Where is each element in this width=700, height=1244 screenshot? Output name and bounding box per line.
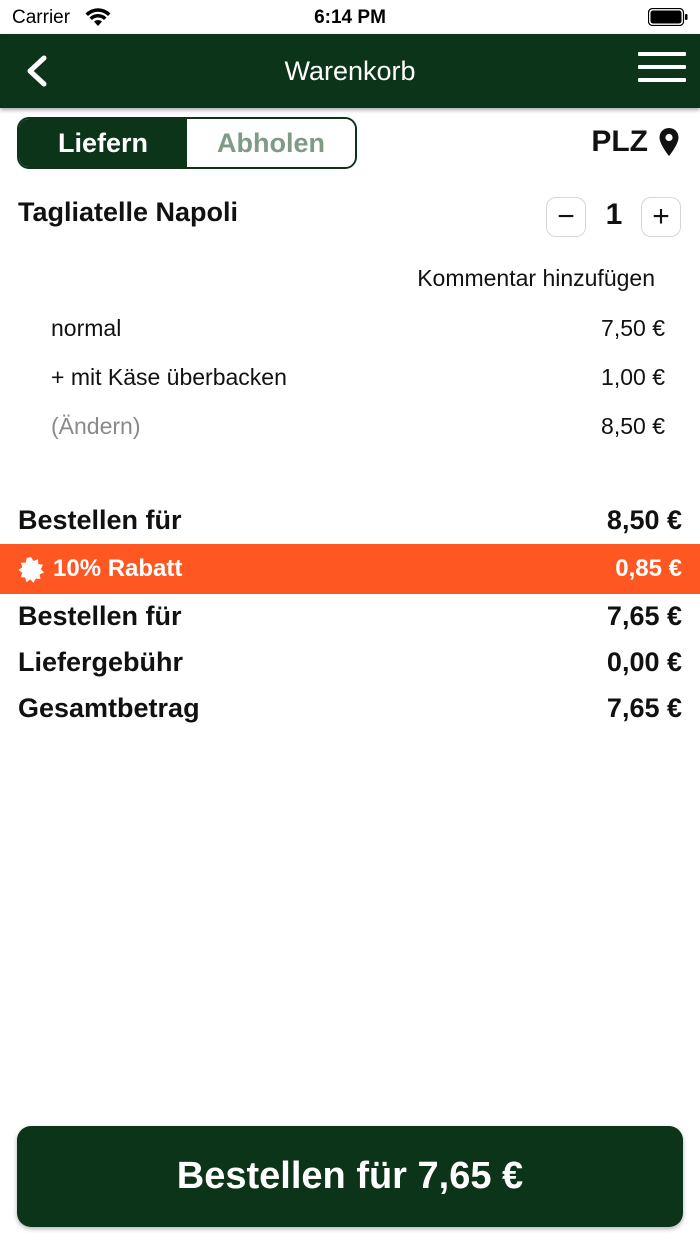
after-discount-row: Bestellen für 7,65 € [18, 596, 682, 636]
subtotal-row: Bestellen für 8,50 € [18, 500, 682, 540]
clock: 6:14 PM [314, 7, 386, 28]
after-discount-label: Bestellen für [18, 600, 182, 631]
option-row: normal 7,50 € [51, 315, 665, 345]
total-label: Gesamtbetrag [18, 692, 200, 723]
hamburger-menu-icon[interactable] [638, 52, 686, 90]
delivery-fee-label: Liefergebühr [18, 646, 184, 677]
discount-banner: 10% Rabatt 0,85 € [0, 544, 700, 594]
delivery-fee-row: Liefergebühr 0,00 € [18, 642, 682, 682]
option-label: + mit Käse überbacken [51, 364, 287, 390]
tab-deliver[interactable]: Liefern [19, 119, 187, 167]
location-pin-icon [659, 128, 679, 156]
carrier-label: Carrier [12, 7, 71, 28]
delivery-mode-toggle: Liefern Abholen [17, 117, 357, 169]
discount-badge-icon [18, 557, 44, 583]
item-name: Tagliatelle Napoli [18, 197, 239, 227]
total-value: 7,65 € [606, 692, 682, 723]
page-title: Warenkorb [284, 56, 416, 86]
option-row: + mit Käse überbacken 1,00 € [51, 364, 665, 394]
item-total-row: (Ändern) 8,50 € [51, 413, 665, 443]
add-comment-link[interactable]: Kommentar hinzufügen [417, 265, 655, 291]
wifi-icon [85, 8, 111, 26]
delivery-fee-value: 0,00 € [606, 646, 682, 677]
subtotal-value: 8,50 € [606, 504, 682, 535]
after-discount-value: 7,65 € [606, 600, 682, 631]
plz-label: PLZ [591, 125, 648, 158]
back-chevron-icon[interactable] [20, 52, 56, 90]
checkout-button[interactable]: Bestellen für 7,65 € [17, 1126, 683, 1227]
tab-pickup[interactable]: Abholen [187, 119, 355, 167]
postal-code-button[interactable]: PLZ [591, 122, 680, 162]
option-price: 1,00 € [601, 364, 665, 390]
total-row: Gesamtbetrag 7,65 € [18, 688, 682, 728]
increase-quantity-button[interactable]: + [641, 197, 681, 237]
item-total-price: 8,50 € [601, 413, 665, 439]
nav-bar: Warenkorb [0, 34, 700, 108]
option-label: normal [51, 315, 122, 341]
change-item-link[interactable]: (Ändern) [51, 413, 141, 439]
status-bar: Carrier 6:14 PM [0, 0, 700, 34]
quantity-value: 1 [605, 198, 623, 231]
decrease-quantity-button[interactable]: − [546, 197, 586, 237]
option-price: 7,50 € [601, 315, 665, 341]
discount-value: 0,85 € [615, 555, 682, 582]
battery-icon [648, 8, 688, 26]
subtotal-label: Bestellen für [18, 504, 182, 535]
discount-label: 10% Rabatt [53, 555, 183, 582]
